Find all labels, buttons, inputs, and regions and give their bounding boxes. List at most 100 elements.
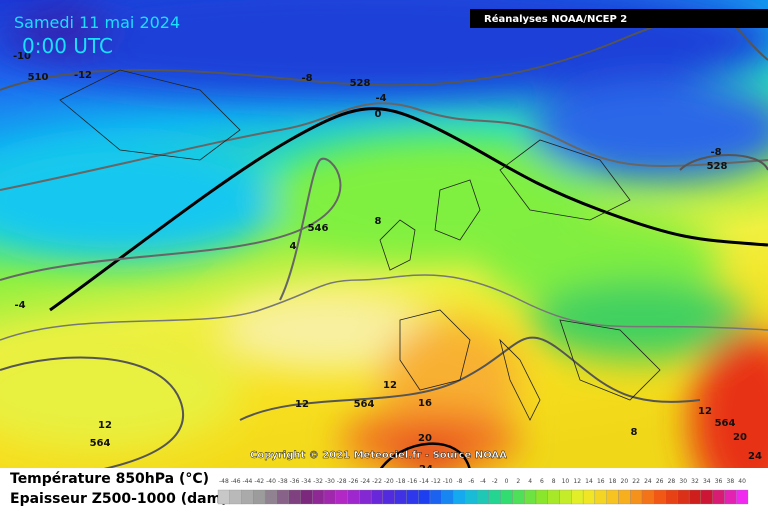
scale-swatch	[630, 489, 643, 505]
scale-label: -40	[266, 478, 276, 485]
scale-label: 24	[644, 478, 652, 485]
scale-swatch	[288, 489, 301, 505]
scale-swatch	[264, 489, 278, 505]
scale-swatch	[323, 489, 336, 505]
contours	[0, 12, 768, 481]
scale-swatch	[370, 489, 384, 505]
scale-label: -38	[278, 478, 288, 485]
contour-label: 12	[698, 406, 712, 417]
scale-swatch	[241, 489, 254, 505]
scale-label: 22	[632, 478, 640, 485]
contour-label: 8	[375, 216, 382, 227]
scale-swatch	[335, 489, 348, 505]
contour-label: 20	[733, 432, 747, 443]
scale-swatch	[653, 489, 666, 505]
scale-label: 2	[516, 478, 520, 485]
scale-label: -8	[456, 478, 462, 485]
contour-label: 564	[715, 418, 736, 429]
scale-label: -30	[325, 478, 335, 485]
scale-swatch	[724, 489, 737, 505]
scale-label: 26	[656, 478, 664, 485]
scale-label: -46	[231, 478, 241, 485]
scale-swatch	[677, 489, 690, 505]
scale-label: 36	[715, 478, 723, 485]
scale-label: 0	[505, 478, 509, 485]
scale-swatch	[394, 489, 407, 505]
contour-label: 4	[290, 241, 297, 252]
scale-swatch	[559, 489, 572, 505]
scale-label: 8	[552, 478, 556, 485]
coastlines	[59, 69, 661, 421]
scale-label: -36	[290, 478, 300, 485]
date: Samedi 11 mai 2024	[14, 13, 180, 32]
scale-label: -4	[480, 478, 486, 485]
scale-label: 4	[528, 478, 532, 485]
scale-swatch	[524, 489, 537, 505]
scale-swatch	[382, 489, 395, 505]
scale-swatch	[512, 489, 525, 505]
contour-label: 528	[350, 78, 371, 89]
scale-swatch	[547, 489, 560, 505]
contour-label: 12	[295, 399, 309, 410]
scale-label: 14	[585, 478, 593, 485]
scale-swatch	[500, 489, 513, 505]
contour-label: 546	[308, 223, 329, 234]
scale-swatch	[641, 489, 654, 505]
scale-swatch	[700, 489, 713, 505]
scale-label: 30	[679, 478, 687, 485]
scale-swatch	[347, 489, 360, 505]
scale-swatch	[736, 489, 749, 505]
scale-label: -34	[301, 478, 311, 485]
scale-swatch	[217, 489, 230, 505]
scale-label: -14	[419, 478, 429, 485]
scale-label: 16	[597, 478, 605, 485]
contour-label: 12	[383, 380, 397, 391]
scale-label: -16	[407, 478, 417, 485]
contour-label: 528	[707, 161, 728, 172]
scale-swatch	[253, 489, 266, 505]
scale-swatch	[418, 489, 431, 505]
scale-label: -26	[349, 478, 359, 485]
scale-label: -20	[384, 478, 394, 485]
scale-label: -6	[468, 478, 474, 485]
scale-swatch	[571, 489, 584, 505]
scale-swatch	[465, 489, 478, 505]
scale-label: -2	[492, 478, 498, 485]
contour-label: 24	[748, 451, 762, 462]
color-scale: -48 -46 -44 -42 -40 -38 -36 -34 -32 -30 -28 -26 -24-…	[217, 478, 749, 505]
scale-swatch	[688, 489, 702, 505]
scale-label: 10	[562, 478, 570, 485]
scale-swatch	[535, 489, 548, 505]
scale-label: -44	[243, 478, 253, 485]
scale-swatch	[453, 489, 466, 505]
scale-swatch	[429, 489, 442, 505]
scale-swatch	[276, 489, 289, 505]
scale-swatch	[712, 489, 725, 505]
scale-label: -12	[431, 478, 441, 485]
contour-label: 510	[28, 72, 49, 83]
contour-label: 8	[631, 427, 638, 438]
scale-label: 12	[573, 478, 581, 485]
scale-label: -42	[254, 478, 264, 485]
source-box	[470, 9, 768, 28]
contour-label: -12	[74, 70, 92, 81]
contour-label: 0	[375, 109, 382, 120]
scale-label: 28	[668, 478, 676, 485]
scale-label: -24	[360, 478, 370, 485]
scale-swatch	[476, 489, 490, 505]
scale-swatch	[312, 489, 325, 505]
contour-label: -4	[14, 300, 25, 311]
scale-swatch	[582, 489, 596, 505]
contour-label: 20	[418, 433, 432, 444]
scale-swatch	[229, 489, 242, 505]
scale-label: 20	[621, 478, 629, 485]
scale-swatch	[606, 489, 619, 505]
scale-swatch	[406, 489, 419, 505]
scale-label: 38	[727, 478, 735, 485]
scale-swatch	[594, 489, 607, 505]
scale-swatch	[441, 489, 454, 505]
time: 0:00 UTC	[22, 34, 113, 58]
source: Réanalyses NOAA/NCEP 2	[484, 13, 627, 25]
scale-swatch	[665, 489, 678, 505]
